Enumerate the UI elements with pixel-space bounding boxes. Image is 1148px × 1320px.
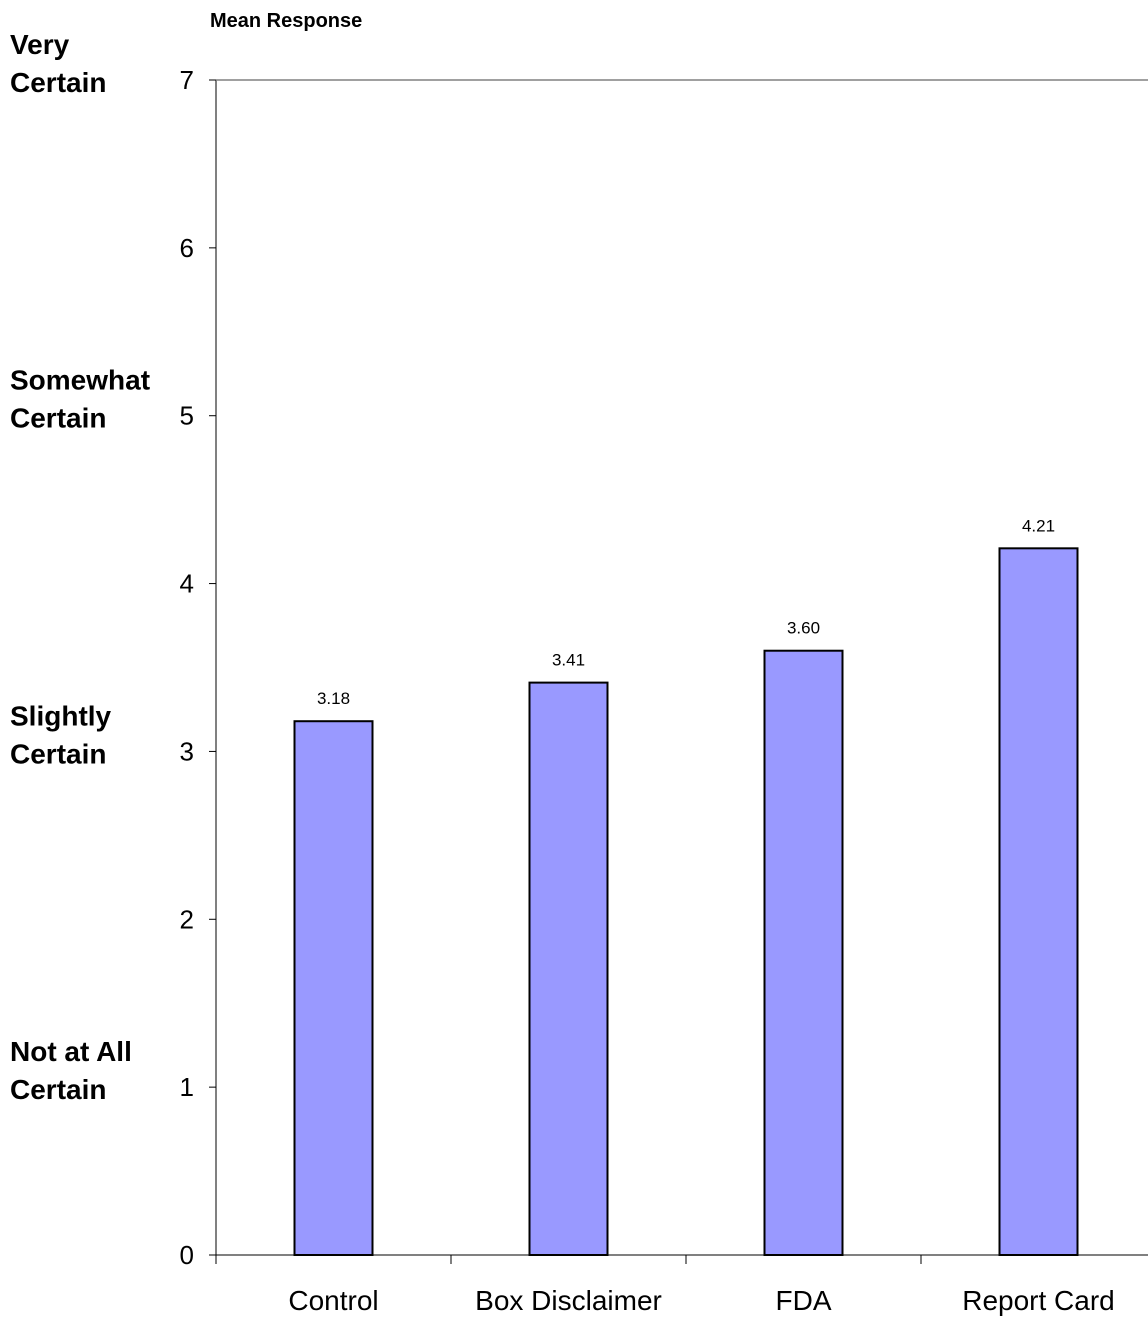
scale-anchor-label: Not at All [10, 1036, 132, 1067]
y-tick-label: 4 [180, 569, 194, 599]
y-tick-label: 6 [180, 233, 194, 263]
y-axis-ticks: 0 1 2 3 4 5 6 7 [180, 65, 216, 1270]
bar [763, 649, 844, 1256]
y-tick-label: 5 [180, 401, 194, 431]
bar-value-label: 3.18 [317, 689, 350, 708]
y-tick-label: 2 [180, 904, 194, 934]
scale-anchor-labels: Very Certain Somewhat Certain Slightly Certai… [10, 29, 150, 1105]
y-tick-label: 1 [180, 1072, 194, 1102]
bars: 3.18 3.41 3.60 4.21 [293, 516, 1079, 1256]
x-category-label: Control [288, 1285, 378, 1316]
bar-value-label: 3.41 [552, 651, 585, 670]
scale-anchor-label: Certain [10, 67, 106, 98]
scale-anchor-label: Somewhat [10, 365, 150, 396]
bar [998, 547, 1079, 1256]
x-category-label: FDA [776, 1285, 832, 1316]
x-category-label: Report Card [962, 1285, 1115, 1316]
scale-anchor-label: Certain [10, 738, 106, 769]
y-tick-label: 0 [180, 1240, 194, 1270]
scale-anchor-label: Certain [10, 1074, 106, 1105]
bar [293, 720, 374, 1256]
bar [528, 681, 609, 1256]
bar-value-label: 4.21 [1022, 516, 1055, 535]
scale-anchor-label: Slightly [10, 700, 112, 731]
scale-anchor-label: Certain [10, 403, 106, 434]
y-tick-label: 3 [180, 736, 194, 766]
y-tick-label: 7 [180, 65, 194, 95]
x-axis-labels: Control Box Disclaimer FDA Report Card [288, 1285, 1114, 1316]
y-axis-label: Mean Response [210, 10, 362, 32]
bar-value-label: 3.60 [787, 619, 820, 638]
scale-anchor-label: Very [10, 29, 70, 60]
x-category-label: Box Disclaimer [475, 1285, 662, 1316]
